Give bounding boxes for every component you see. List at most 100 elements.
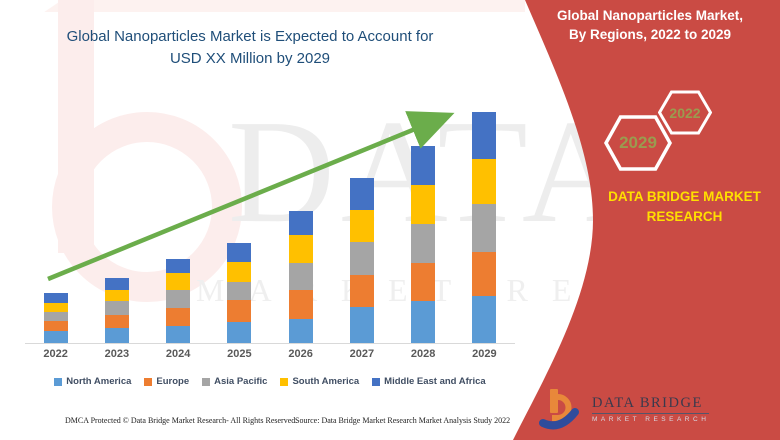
- x-axis-label-2023: 2023: [104, 348, 130, 360]
- bar-segment-asia-pacific: [349, 242, 374, 275]
- panel-heading-line1: Global Nanoparticles Market,: [556, 8, 744, 23]
- x-axis-label-2025: 2025: [227, 348, 252, 360]
- x-axis-label-2026: 2026: [288, 348, 313, 360]
- legend-item-north-america: North America: [54, 376, 131, 387]
- bar-segment-asia-pacific: [104, 301, 129, 315]
- legend-label: South America: [292, 376, 360, 387]
- hexagon-year-2029: 2029: [619, 133, 657, 152]
- bar-segment-north-america: [349, 307, 374, 343]
- brand-text-line2: RESEARCH: [646, 209, 723, 224]
- bar-segment-asia-pacific: [166, 290, 191, 308]
- logo-subtitle: MARKET RESEARCH: [592, 416, 710, 423]
- bar-segment-asia-pacific: [472, 204, 497, 252]
- legend-item-asia-pacific: Asia Pacific: [202, 376, 267, 387]
- corner-wedge: [0, 0, 62, 42]
- bar-segment-middle-east-and-africa: [166, 259, 191, 273]
- bar-segment-north-america: [104, 328, 129, 343]
- bar-segment-europe: [411, 263, 436, 301]
- bar-segment-europe: [288, 290, 313, 319]
- stacked-bar-2026: [288, 211, 313, 343]
- bar-slot-2023: [86, 88, 147, 343]
- bar-segment-north-america: [43, 331, 68, 343]
- bar-segment-europe: [166, 308, 191, 326]
- legend-item-south-america: South America: [280, 376, 359, 387]
- plot-area: [25, 88, 515, 344]
- bar-slot-2025: [209, 88, 270, 343]
- legend-swatch: [144, 377, 153, 386]
- x-axis-labels: 2022 2023 2024 2025 2026 2027 2028 2029: [25, 348, 515, 360]
- bar-segment-middle-east-and-africa: [227, 243, 252, 262]
- hexagon-outline: [658, 90, 712, 135]
- legend-swatch: [202, 377, 211, 386]
- bar-segment-europe: [43, 321, 68, 331]
- hexagon-2029: 2029: [604, 114, 672, 172]
- bar-segment-middle-east-and-africa: [349, 178, 374, 210]
- stacked-bar-2022: [43, 293, 68, 343]
- hexagon-year-2022: 2022: [669, 104, 701, 121]
- stacked-bar-2024: [166, 259, 191, 343]
- bar-segment-south-america: [349, 210, 374, 242]
- logo: DATA BRIDGE MARKET RESEARCH: [538, 386, 710, 432]
- hexagon-outline: [604, 115, 672, 171]
- bar-segment-europe: [227, 300, 252, 322]
- legend-label: North America: [66, 376, 132, 387]
- bar-slot-2029: [454, 88, 515, 343]
- bar-segment-asia-pacific: [411, 224, 436, 263]
- legend-swatch: [280, 377, 289, 386]
- right-panel: Global Nanoparticles Market, By Regions,…: [480, 0, 780, 440]
- stacked-bar-2029: [472, 112, 497, 343]
- x-axis-label-2029: 2029: [472, 348, 497, 360]
- bar-segment-south-america: [288, 235, 313, 263]
- legend-swatch: [372, 377, 381, 386]
- panel-heading-line2: By Regions, 2022 to 2029: [568, 27, 732, 42]
- stacked-bar-2023: [104, 278, 129, 343]
- bar-segment-europe: [349, 275, 374, 307]
- stacked-bar-2025: [227, 243, 252, 343]
- legend-label: Europe: [156, 376, 190, 387]
- legend-item-middle-east-and-africa: Middle East and Africa: [372, 376, 486, 387]
- chart-title: Global Nanoparticles Market is Expected …: [30, 26, 470, 70]
- top-accent-strip: [0, 0, 525, 12]
- bar-segment-south-america: [411, 185, 436, 224]
- bar-slot-2024: [148, 88, 209, 343]
- panel-heading: Global Nanoparticles Market, By Regions,…: [535, 6, 765, 44]
- footer-source: Source: Data Bridge Market Research Mark…: [295, 416, 511, 425]
- bar-segment-middle-east-and-africa: [472, 112, 497, 159]
- bar-segment-north-america: [472, 296, 497, 343]
- bar-segment-north-america: [411, 301, 436, 343]
- bar-slot-2027: [331, 88, 392, 343]
- x-axis-label-2024: 2024: [165, 348, 191, 360]
- brand-text: DATA BRIDGE MARKET RESEARCH: [592, 187, 777, 227]
- logo-name: DATA BRIDGE: [592, 395, 710, 414]
- bar-segment-north-america: [288, 319, 313, 343]
- logo-b-icon: [539, 389, 579, 430]
- hexagon-2022: 2022: [658, 90, 712, 135]
- bar-segment-middle-east-and-africa: [43, 293, 68, 303]
- bar-segment-middle-east-and-africa: [411, 146, 436, 185]
- chart-title-line1: Global Nanoparticles Market is Expected …: [66, 28, 434, 45]
- bar-segment-middle-east-and-africa: [288, 211, 313, 235]
- x-axis-label-2027: 2027: [349, 348, 375, 360]
- bar-segment-middle-east-and-africa: [104, 278, 129, 290]
- bar-segment-north-america: [166, 326, 191, 343]
- footer-dmca: DMCA Protected © Data Bridge Market Rese…: [65, 416, 298, 425]
- bar-slot-2022: [25, 88, 86, 343]
- x-axis-label-2028: 2028: [410, 348, 436, 360]
- right-panel-shape: [513, 0, 780, 440]
- stacked-bar-2027: [349, 178, 374, 343]
- chart-title-line2: USD XX Million by 2029: [169, 50, 331, 67]
- logo-text: DATA BRIDGE MARKET RESEARCH: [592, 395, 710, 423]
- bar-segment-south-america: [227, 262, 252, 282]
- bar-slot-2026: [270, 88, 331, 343]
- chart-legend: North America Europe Asia Pacific South Ame…: [25, 376, 515, 387]
- bar-slot-2028: [393, 88, 454, 343]
- bar-segment-europe: [472, 252, 497, 296]
- legend-item-europe: Europe: [144, 376, 189, 387]
- bar-segment-asia-pacific: [227, 282, 252, 300]
- x-axis-label-2022: 2022: [43, 348, 68, 360]
- legend-label: Middle East and Africa: [384, 376, 486, 387]
- bar-segment-europe: [104, 315, 129, 328]
- bar-segment-north-america: [227, 322, 252, 343]
- bar-segment-asia-pacific: [43, 312, 68, 321]
